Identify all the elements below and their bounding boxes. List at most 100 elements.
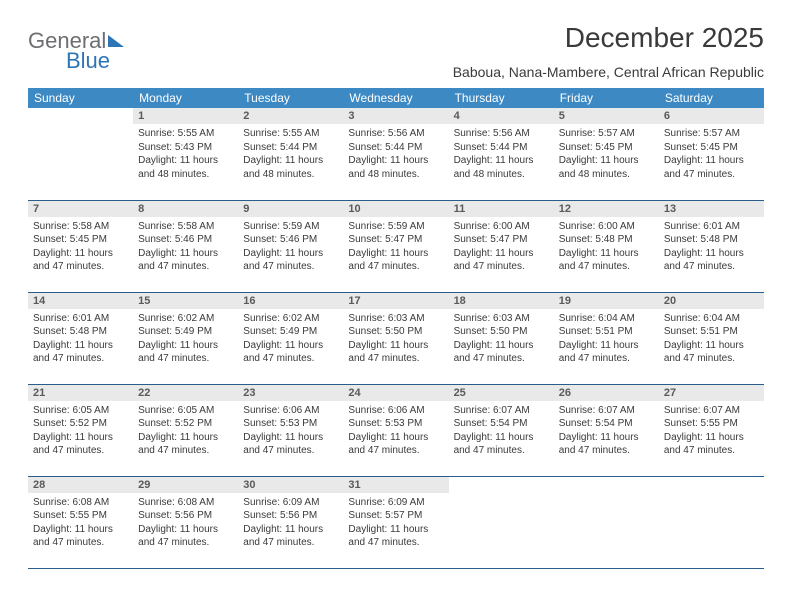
title-block: December 2025 Baboua, Nana-Mambere, Cent…	[453, 22, 764, 80]
calendar-day-cell: 31Sunrise: 6:09 AMSunset: 5:57 PMDayligh…	[343, 476, 448, 568]
sunset-text: Sunset: 5:44 PM	[348, 141, 443, 155]
day-body: Sunrise: 6:01 AMSunset: 5:48 PMDaylight:…	[28, 309, 133, 370]
sunset-text: Sunset: 5:55 PM	[664, 417, 759, 431]
daylight-text: Daylight: 11 hours and 47 minutes.	[664, 431, 759, 458]
daylight-text: Daylight: 11 hours and 47 minutes.	[559, 431, 654, 458]
day-body: Sunrise: 6:07 AMSunset: 5:55 PMDaylight:…	[659, 401, 764, 462]
day-number: 20	[659, 293, 764, 309]
calendar-day-cell: 19Sunrise: 6:04 AMSunset: 5:51 PMDayligh…	[554, 292, 659, 384]
sunrise-text: Sunrise: 6:05 AM	[33, 404, 128, 418]
calendar-day-cell: 12Sunrise: 6:00 AMSunset: 5:48 PMDayligh…	[554, 200, 659, 292]
day-number: 18	[449, 293, 554, 309]
sunset-text: Sunset: 5:48 PM	[33, 325, 128, 339]
day-body: Sunrise: 6:09 AMSunset: 5:56 PMDaylight:…	[238, 493, 343, 554]
sunrise-text: Sunrise: 6:06 AM	[348, 404, 443, 418]
sunrise-text: Sunrise: 5:59 AM	[243, 220, 338, 234]
day-body: Sunrise: 6:00 AMSunset: 5:48 PMDaylight:…	[554, 217, 659, 278]
day-number: 1	[133, 108, 238, 124]
calendar-day-cell: 22Sunrise: 6:05 AMSunset: 5:52 PMDayligh…	[133, 384, 238, 476]
calendar-week-row: 14Sunrise: 6:01 AMSunset: 5:48 PMDayligh…	[28, 292, 764, 384]
day-body: Sunrise: 6:08 AMSunset: 5:55 PMDaylight:…	[28, 493, 133, 554]
sunset-text: Sunset: 5:45 PM	[33, 233, 128, 247]
calendar-day-cell: 6Sunrise: 5:57 AMSunset: 5:45 PMDaylight…	[659, 108, 764, 200]
sunset-text: Sunset: 5:44 PM	[454, 141, 549, 155]
day-body: Sunrise: 6:05 AMSunset: 5:52 PMDaylight:…	[133, 401, 238, 462]
daylight-text: Daylight: 11 hours and 47 minutes.	[348, 431, 443, 458]
daylight-text: Daylight: 11 hours and 48 minutes.	[559, 154, 654, 181]
sunset-text: Sunset: 5:55 PM	[33, 509, 128, 523]
sunset-text: Sunset: 5:54 PM	[454, 417, 549, 431]
calendar-day-cell: 1Sunrise: 5:55 AMSunset: 5:43 PMDaylight…	[133, 108, 238, 200]
calendar-day-cell: 26Sunrise: 6:07 AMSunset: 5:54 PMDayligh…	[554, 384, 659, 476]
sunrise-text: Sunrise: 6:03 AM	[348, 312, 443, 326]
calendar-day-cell: 5Sunrise: 5:57 AMSunset: 5:45 PMDaylight…	[554, 108, 659, 200]
daylight-text: Daylight: 11 hours and 47 minutes.	[33, 339, 128, 366]
sunrise-text: Sunrise: 5:56 AM	[348, 127, 443, 141]
daylight-text: Daylight: 11 hours and 47 minutes.	[138, 523, 233, 550]
day-header: Tuesday	[238, 88, 343, 108]
calendar-day-cell: 7Sunrise: 5:58 AMSunset: 5:45 PMDaylight…	[28, 200, 133, 292]
calendar-week-row: 28Sunrise: 6:08 AMSunset: 5:55 PMDayligh…	[28, 476, 764, 568]
day-body: Sunrise: 6:04 AMSunset: 5:51 PMDaylight:…	[554, 309, 659, 370]
calendar-day-cell: 18Sunrise: 6:03 AMSunset: 5:50 PMDayligh…	[449, 292, 554, 384]
sunset-text: Sunset: 5:52 PM	[33, 417, 128, 431]
day-number: 23	[238, 385, 343, 401]
day-body: Sunrise: 5:59 AMSunset: 5:47 PMDaylight:…	[343, 217, 448, 278]
sunrise-text: Sunrise: 6:02 AM	[243, 312, 338, 326]
daylight-text: Daylight: 11 hours and 47 minutes.	[138, 247, 233, 274]
daylight-text: Daylight: 11 hours and 47 minutes.	[454, 339, 549, 366]
sunset-text: Sunset: 5:51 PM	[664, 325, 759, 339]
daylight-text: Daylight: 11 hours and 47 minutes.	[138, 431, 233, 458]
day-body: Sunrise: 5:58 AMSunset: 5:45 PMDaylight:…	[28, 217, 133, 278]
daylight-text: Daylight: 11 hours and 47 minutes.	[664, 247, 759, 274]
calendar-day-cell: 24Sunrise: 6:06 AMSunset: 5:53 PMDayligh…	[343, 384, 448, 476]
day-body: Sunrise: 6:04 AMSunset: 5:51 PMDaylight:…	[659, 309, 764, 370]
day-body: Sunrise: 5:58 AMSunset: 5:46 PMDaylight:…	[133, 217, 238, 278]
sunset-text: Sunset: 5:53 PM	[348, 417, 443, 431]
daylight-text: Daylight: 11 hours and 47 minutes.	[348, 523, 443, 550]
daylight-text: Daylight: 11 hours and 47 minutes.	[664, 339, 759, 366]
daylight-text: Daylight: 11 hours and 47 minutes.	[243, 431, 338, 458]
calendar-day-cell: 4Sunrise: 5:56 AMSunset: 5:44 PMDaylight…	[449, 108, 554, 200]
calendar-day-cell: 29Sunrise: 6:08 AMSunset: 5:56 PMDayligh…	[133, 476, 238, 568]
daylight-text: Daylight: 11 hours and 47 minutes.	[33, 523, 128, 550]
sunrise-text: Sunrise: 6:07 AM	[454, 404, 549, 418]
sunrise-text: Sunrise: 6:00 AM	[454, 220, 549, 234]
sunrise-text: Sunrise: 6:08 AM	[138, 496, 233, 510]
day-number: 4	[449, 108, 554, 124]
calendar-day-cell: 2Sunrise: 5:55 AMSunset: 5:44 PMDaylight…	[238, 108, 343, 200]
calendar-day-cell: 9Sunrise: 5:59 AMSunset: 5:46 PMDaylight…	[238, 200, 343, 292]
day-body: Sunrise: 6:01 AMSunset: 5:48 PMDaylight:…	[659, 217, 764, 278]
sunrise-text: Sunrise: 6:08 AM	[33, 496, 128, 510]
day-number: 11	[449, 201, 554, 217]
day-body: Sunrise: 5:56 AMSunset: 5:44 PMDaylight:…	[343, 124, 448, 185]
daylight-text: Daylight: 11 hours and 47 minutes.	[243, 339, 338, 366]
sunset-text: Sunset: 5:49 PM	[243, 325, 338, 339]
day-number: 14	[28, 293, 133, 309]
daylight-text: Daylight: 11 hours and 48 minutes.	[243, 154, 338, 181]
sunset-text: Sunset: 5:50 PM	[454, 325, 549, 339]
calendar-day-cell: 30Sunrise: 6:09 AMSunset: 5:56 PMDayligh…	[238, 476, 343, 568]
daylight-text: Daylight: 11 hours and 47 minutes.	[454, 247, 549, 274]
sunset-text: Sunset: 5:45 PM	[559, 141, 654, 155]
day-body: Sunrise: 6:07 AMSunset: 5:54 PMDaylight:…	[554, 401, 659, 462]
sunset-text: Sunset: 5:53 PM	[243, 417, 338, 431]
calendar-day-cell: 25Sunrise: 6:07 AMSunset: 5:54 PMDayligh…	[449, 384, 554, 476]
daylight-text: Daylight: 11 hours and 48 minutes.	[138, 154, 233, 181]
sunrise-text: Sunrise: 6:07 AM	[559, 404, 654, 418]
day-body: Sunrise: 5:59 AMSunset: 5:46 PMDaylight:…	[238, 217, 343, 278]
day-number: 28	[28, 477, 133, 493]
day-body: Sunrise: 6:05 AMSunset: 5:52 PMDaylight:…	[28, 401, 133, 462]
sunset-text: Sunset: 5:45 PM	[664, 141, 759, 155]
sunset-text: Sunset: 5:56 PM	[243, 509, 338, 523]
day-number: 30	[238, 477, 343, 493]
daylight-text: Daylight: 11 hours and 47 minutes.	[559, 247, 654, 274]
calendar-week-row: 21Sunrise: 6:05 AMSunset: 5:52 PMDayligh…	[28, 384, 764, 476]
day-number: 5	[554, 108, 659, 124]
day-body: Sunrise: 5:55 AMSunset: 5:44 PMDaylight:…	[238, 124, 343, 185]
daylight-text: Daylight: 11 hours and 47 minutes.	[243, 523, 338, 550]
day-body: Sunrise: 6:00 AMSunset: 5:47 PMDaylight:…	[449, 217, 554, 278]
day-body: Sunrise: 6:07 AMSunset: 5:54 PMDaylight:…	[449, 401, 554, 462]
daylight-text: Daylight: 11 hours and 47 minutes.	[454, 431, 549, 458]
daylight-text: Daylight: 11 hours and 47 minutes.	[348, 247, 443, 274]
